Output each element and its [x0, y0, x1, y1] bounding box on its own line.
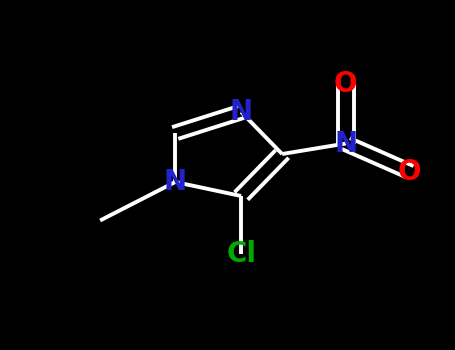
Text: O: O [334, 70, 358, 98]
Text: N: N [164, 168, 187, 196]
Text: N: N [334, 130, 357, 158]
Text: Cl: Cl [226, 240, 256, 268]
Text: N: N [230, 98, 253, 126]
Text: O: O [398, 158, 421, 186]
